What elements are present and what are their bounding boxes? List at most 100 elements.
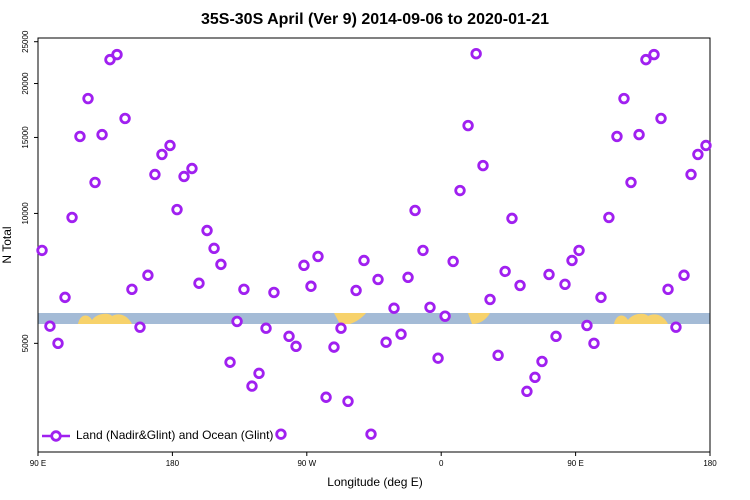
legend-marker bbox=[50, 430, 62, 442]
point bbox=[611, 130, 623, 143]
point bbox=[275, 428, 287, 440]
point bbox=[358, 254, 370, 267]
point bbox=[380, 336, 392, 348]
point bbox=[186, 162, 198, 175]
point bbox=[499, 265, 511, 278]
x-tick-label: 180 bbox=[166, 459, 180, 468]
point bbox=[670, 321, 682, 333]
point bbox=[201, 224, 213, 237]
point bbox=[111, 48, 123, 61]
point bbox=[246, 380, 258, 392]
point bbox=[44, 320, 56, 332]
point bbox=[82, 92, 94, 105]
point bbox=[581, 319, 593, 332]
point bbox=[59, 291, 71, 304]
y-tick-label: 25000 bbox=[21, 30, 30, 53]
point bbox=[543, 268, 555, 281]
point bbox=[529, 371, 541, 384]
x-tick-label: 90 W bbox=[297, 459, 316, 468]
point bbox=[514, 279, 526, 292]
plot-frame bbox=[37, 37, 711, 453]
point bbox=[372, 273, 384, 286]
point bbox=[260, 322, 272, 334]
point bbox=[335, 322, 347, 334]
point bbox=[215, 258, 227, 271]
point bbox=[417, 244, 429, 257]
point bbox=[625, 176, 637, 189]
point bbox=[424, 301, 436, 314]
point bbox=[119, 112, 131, 125]
y-tick-label: 15000 bbox=[21, 126, 30, 149]
point bbox=[492, 349, 504, 362]
point bbox=[573, 244, 585, 257]
point bbox=[66, 211, 78, 224]
point bbox=[290, 340, 302, 353]
x-tick-label: 90 E bbox=[567, 459, 583, 468]
point bbox=[134, 321, 146, 333]
point bbox=[640, 53, 652, 66]
point bbox=[477, 159, 489, 172]
point bbox=[536, 355, 548, 368]
point bbox=[268, 286, 280, 299]
point bbox=[156, 148, 168, 161]
point bbox=[320, 391, 332, 403]
point bbox=[447, 255, 459, 268]
point bbox=[283, 330, 295, 343]
x-tick-label: 180 bbox=[703, 459, 717, 468]
point bbox=[342, 395, 354, 407]
point bbox=[655, 112, 667, 125]
point bbox=[633, 128, 645, 141]
y-axis-label: N Total bbox=[0, 226, 14, 263]
x-axis-label: Longitude (deg E) bbox=[327, 475, 422, 489]
point bbox=[74, 130, 86, 143]
point bbox=[298, 259, 310, 272]
point bbox=[208, 242, 220, 255]
point bbox=[164, 139, 176, 152]
x-tick-label: 0 bbox=[439, 459, 444, 468]
point bbox=[395, 328, 407, 340]
point bbox=[595, 291, 607, 304]
point bbox=[402, 271, 414, 284]
point bbox=[305, 280, 317, 292]
point bbox=[685, 168, 697, 181]
point bbox=[470, 48, 482, 60]
point bbox=[588, 337, 600, 350]
point bbox=[193, 277, 205, 289]
point bbox=[178, 170, 190, 183]
point bbox=[409, 204, 421, 217]
point bbox=[566, 254, 578, 267]
point bbox=[328, 341, 340, 353]
point bbox=[462, 119, 474, 132]
y-tick-label: 10000 bbox=[21, 202, 30, 225]
point bbox=[89, 176, 101, 189]
point bbox=[521, 385, 533, 398]
point bbox=[231, 315, 243, 328]
point bbox=[171, 203, 183, 216]
point bbox=[662, 283, 674, 296]
y-tick-label: 20000 bbox=[21, 72, 30, 95]
point bbox=[550, 330, 562, 343]
point bbox=[618, 92, 630, 105]
chart-title: 35S-30S April (Ver 9) 2014-09-06 to 2020… bbox=[201, 11, 549, 28]
point bbox=[700, 139, 712, 152]
point bbox=[96, 128, 108, 141]
point bbox=[678, 269, 690, 281]
point bbox=[224, 356, 236, 368]
x-tick-label: 90 E bbox=[30, 459, 46, 468]
point bbox=[36, 244, 48, 257]
point bbox=[484, 293, 496, 306]
map-strip bbox=[38, 313, 710, 324]
point bbox=[142, 269, 154, 281]
point bbox=[439, 310, 451, 322]
point bbox=[559, 278, 571, 291]
point bbox=[350, 284, 362, 297]
y-tick-label: 5000 bbox=[21, 334, 30, 352]
point bbox=[365, 428, 377, 440]
legend-label: Land (Nadir&Glint) and Ocean (Glint) bbox=[76, 428, 273, 442]
point bbox=[149, 168, 161, 181]
point bbox=[506, 212, 518, 225]
point bbox=[648, 48, 660, 61]
point bbox=[238, 283, 250, 296]
point bbox=[253, 367, 265, 380]
